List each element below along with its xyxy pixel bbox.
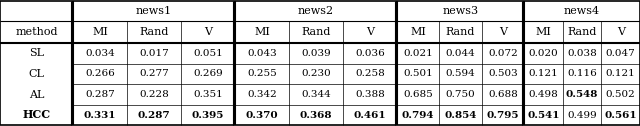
Text: 0.548: 0.548	[566, 90, 598, 99]
Text: 0.047: 0.047	[606, 49, 636, 58]
Text: 0.388: 0.388	[355, 90, 385, 99]
Text: 0.269: 0.269	[193, 70, 223, 78]
Text: 0.266: 0.266	[85, 70, 115, 78]
Text: SL: SL	[29, 49, 44, 58]
Text: 0.351: 0.351	[193, 90, 223, 99]
Text: MI: MI	[536, 27, 551, 37]
Text: 0.258: 0.258	[355, 70, 385, 78]
Text: 0.368: 0.368	[300, 111, 332, 119]
Text: 0.255: 0.255	[247, 70, 277, 78]
Text: AL: AL	[29, 89, 44, 100]
Text: method: method	[15, 27, 58, 37]
Text: V: V	[204, 27, 212, 37]
Text: 0.685: 0.685	[403, 90, 433, 99]
Text: 0.034: 0.034	[85, 49, 115, 58]
Text: 0.503: 0.503	[488, 70, 518, 78]
Text: 0.794: 0.794	[402, 111, 435, 119]
Text: 0.036: 0.036	[355, 49, 385, 58]
Text: 0.594: 0.594	[445, 70, 476, 78]
Text: 0.499: 0.499	[567, 111, 597, 119]
Text: 0.795: 0.795	[486, 111, 519, 119]
Text: 0.230: 0.230	[301, 70, 331, 78]
Text: 0.541: 0.541	[527, 111, 559, 119]
Text: news3: news3	[442, 6, 479, 16]
Text: news4: news4	[564, 6, 600, 16]
Text: 0.228: 0.228	[139, 90, 169, 99]
Text: 0.854: 0.854	[444, 111, 477, 119]
Text: 0.461: 0.461	[354, 111, 387, 119]
Text: CL: CL	[29, 69, 44, 79]
Text: 0.039: 0.039	[301, 49, 331, 58]
Text: MI: MI	[410, 27, 426, 37]
Text: news2: news2	[298, 6, 334, 16]
Text: 0.498: 0.498	[529, 90, 558, 99]
Text: Rand: Rand	[301, 27, 331, 37]
Text: MI: MI	[92, 27, 108, 37]
Text: 0.121: 0.121	[606, 70, 636, 78]
Text: 0.021: 0.021	[403, 49, 433, 58]
Text: 0.750: 0.750	[445, 90, 476, 99]
Text: 0.044: 0.044	[445, 49, 476, 58]
Text: 0.688: 0.688	[488, 90, 518, 99]
Text: 0.277: 0.277	[139, 70, 169, 78]
Text: V: V	[366, 27, 374, 37]
Text: 0.020: 0.020	[529, 49, 558, 58]
Text: 0.017: 0.017	[139, 49, 169, 58]
Text: 0.287: 0.287	[85, 90, 115, 99]
Text: HCC: HCC	[22, 109, 51, 120]
Text: V: V	[617, 27, 625, 37]
Text: 0.395: 0.395	[192, 111, 224, 119]
Text: 0.121: 0.121	[529, 70, 558, 78]
Text: 0.502: 0.502	[606, 90, 636, 99]
Text: MI: MI	[254, 27, 270, 37]
Text: 0.561: 0.561	[604, 111, 637, 119]
Text: V: V	[499, 27, 507, 37]
Text: 0.287: 0.287	[138, 111, 170, 119]
Text: 0.051: 0.051	[193, 49, 223, 58]
Text: 0.331: 0.331	[84, 111, 116, 119]
Text: 0.072: 0.072	[488, 49, 518, 58]
Text: Rand: Rand	[446, 27, 475, 37]
Text: Rand: Rand	[140, 27, 169, 37]
Text: 0.043: 0.043	[247, 49, 277, 58]
Text: 0.116: 0.116	[567, 70, 597, 78]
Text: 0.038: 0.038	[567, 49, 597, 58]
Text: 0.501: 0.501	[403, 70, 433, 78]
Text: news1: news1	[136, 6, 172, 16]
Text: Rand: Rand	[567, 27, 596, 37]
Text: 0.370: 0.370	[246, 111, 278, 119]
Text: 0.344: 0.344	[301, 90, 331, 99]
Text: 0.342: 0.342	[247, 90, 277, 99]
